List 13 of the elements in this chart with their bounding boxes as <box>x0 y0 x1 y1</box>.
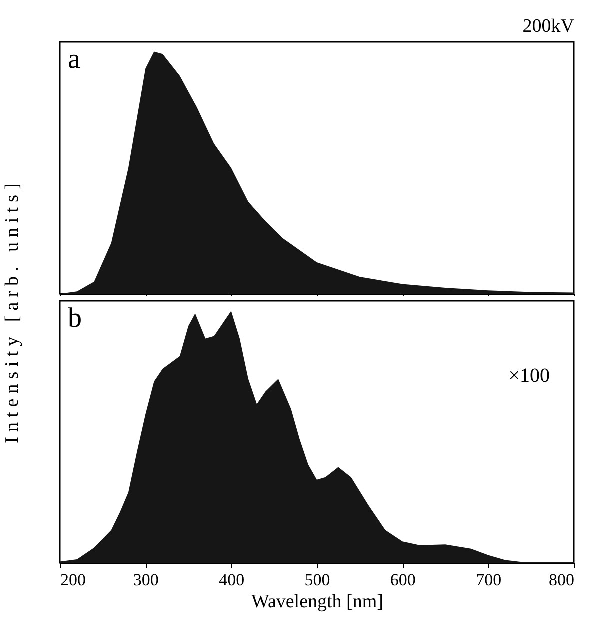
x-tick-label: 200 <box>60 570 86 590</box>
x-tick-label: 300 <box>133 570 159 590</box>
y-axis-title: Intensity [arb. units] <box>2 178 24 446</box>
x-tick-label: 800 <box>549 570 574 590</box>
x-tick-label: 700 <box>476 570 502 590</box>
chart-title: 200kV <box>522 16 575 37</box>
x-tick-label: 400 <box>219 570 245 590</box>
annotation: ×100 <box>508 365 550 387</box>
x-tick-label: 600 <box>390 570 416 590</box>
x-tick-label: 500 <box>304 570 330 590</box>
x-axis-title: Wavelength [nm] <box>252 592 384 612</box>
annotation: a <box>68 44 81 75</box>
annotation: b <box>68 303 82 334</box>
